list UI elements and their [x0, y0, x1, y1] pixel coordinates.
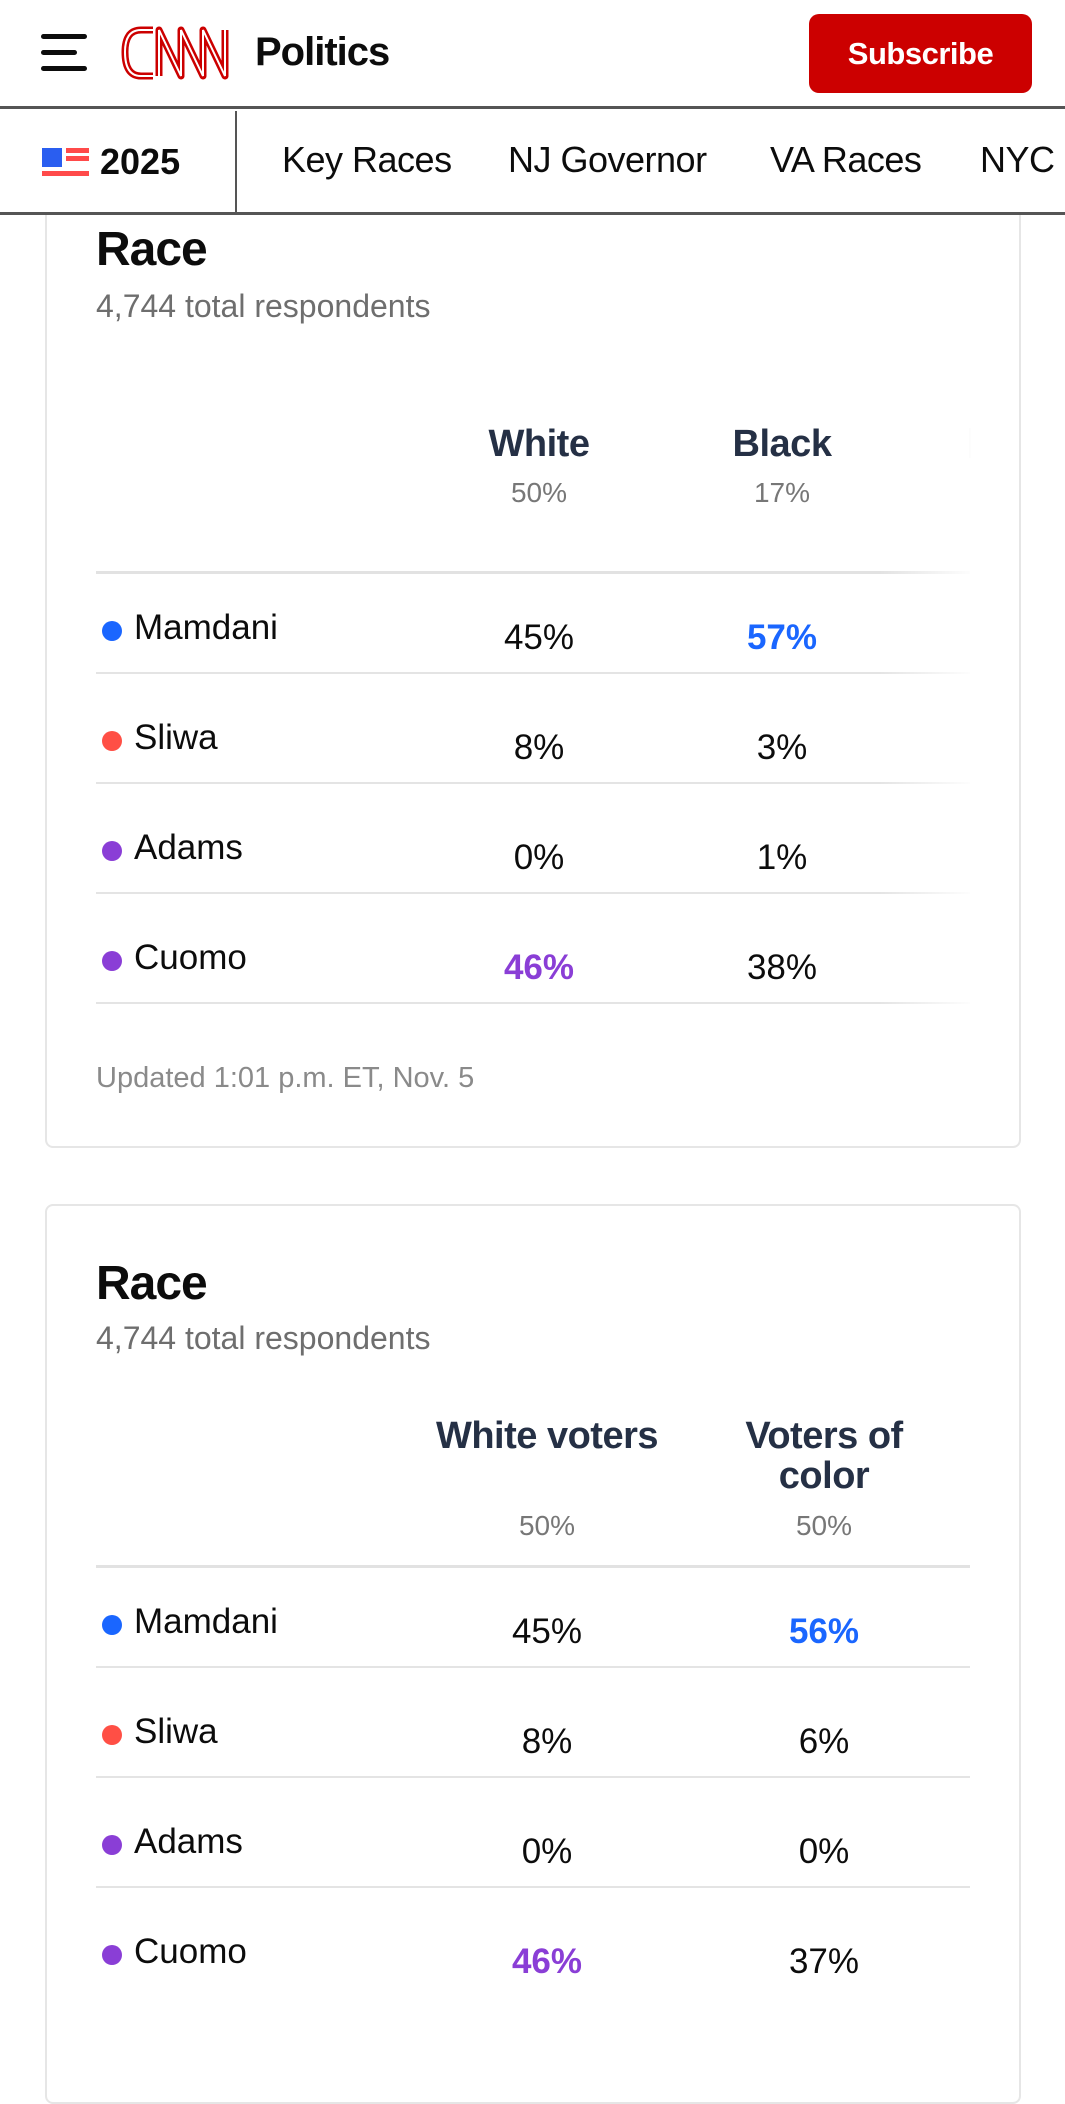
candidate-dot-icon [102, 841, 122, 861]
candidate-dot-icon [102, 951, 122, 971]
row-divider [96, 892, 970, 894]
column-share: 50% [510, 477, 568, 508]
vote-share: 56% [788, 1612, 860, 1651]
candidate-dot-icon [102, 1725, 122, 1745]
cnn-logo[interactable] [119, 22, 243, 84]
vote-share: 0% [513, 838, 565, 877]
vote-share: 1% [756, 838, 808, 877]
candidate-name: Cuomo [134, 938, 247, 977]
candidate-dot-icon [102, 731, 122, 751]
candidate-name: Cuomo [134, 1932, 247, 1971]
card-title: Race [96, 1257, 208, 1310]
candidate-dot-icon [102, 621, 122, 641]
candidate-name: Mamdani [134, 608, 278, 647]
vote-share: 6% [798, 1722, 850, 1761]
vote-share: 46% [503, 948, 575, 987]
candidate-name: Mamdani [134, 1602, 278, 1641]
vote-share: 37% [788, 1942, 860, 1981]
candidate-name: Adams [134, 1822, 243, 1861]
vote-share: 8% [513, 728, 565, 767]
vote-share: 45% [503, 618, 575, 657]
section-title[interactable]: Politics [255, 30, 390, 74]
vote-share: 57% [746, 618, 818, 657]
nav-key-races[interactable]: Key Races [282, 139, 452, 180]
nav-year-label: 2025 [100, 140, 181, 182]
candidate-dot-icon [102, 1615, 122, 1635]
election-nav: 2025 Key Races NJ Governor VA Races NYC [0, 111, 1065, 215]
row-divider [96, 1886, 970, 1888]
scroll-fade [879, 152, 1019, 1146]
updated-timestamp: Updated 1:01 p.m. ET, Nov. 5 [96, 1062, 475, 1094]
vote-share: 0% [521, 1832, 573, 1871]
menu-icon[interactable] [41, 34, 89, 72]
candidate-name: Sliwa [134, 718, 218, 757]
candidate-dot-icon [102, 1835, 122, 1855]
vote-share: 45% [511, 1612, 583, 1651]
exit-poll-card-race-combined: Race 4,744 total respondents White voter… [45, 1204, 1021, 2104]
vote-share: 38% [746, 948, 818, 987]
nav-va-races[interactable]: VA Races [770, 139, 922, 180]
card-title: Race [96, 223, 208, 276]
column-header: White [488, 423, 590, 465]
vote-share: 46% [511, 1942, 583, 1981]
nav-nj-governor[interactable]: NJ Governor [508, 139, 707, 180]
row-divider [96, 1776, 970, 1778]
header-divider [96, 1565, 970, 1568]
column-share: 50% [795, 1510, 853, 1541]
subscribe-button[interactable]: Subscribe [809, 14, 1032, 93]
card-respondents: 4,744 total respondents [96, 1320, 431, 1356]
column-header: Black [732, 423, 832, 465]
row-divider [96, 782, 970, 784]
candidate-name: Adams [134, 828, 243, 867]
site-header: Politics Subscribe [0, 0, 1065, 109]
candidate-name: Sliwa [134, 1712, 218, 1751]
vote-share: 3% [756, 728, 808, 767]
column-header: Voters of color [745, 1415, 903, 1497]
flag-icon [42, 147, 89, 176]
card-respondents: 4,744 total respondents [96, 288, 431, 324]
exit-poll-card-race: Race 4,744 total respondents White 50% B… [45, 150, 1021, 1148]
vote-share: 8% [521, 1722, 573, 1761]
column-share: 17% [753, 477, 811, 508]
row-divider [96, 1002, 970, 1004]
header-divider [96, 571, 970, 574]
row-divider [96, 672, 970, 674]
column-share: 50% [518, 1510, 576, 1541]
column-header: White voters [435, 1415, 659, 1457]
nav-year[interactable]: 2025 [0, 111, 237, 212]
candidate-dot-icon [102, 1945, 122, 1965]
vote-share: 0% [798, 1832, 850, 1871]
nav-nyc[interactable]: NYC [980, 139, 1055, 180]
row-divider [96, 1666, 970, 1668]
